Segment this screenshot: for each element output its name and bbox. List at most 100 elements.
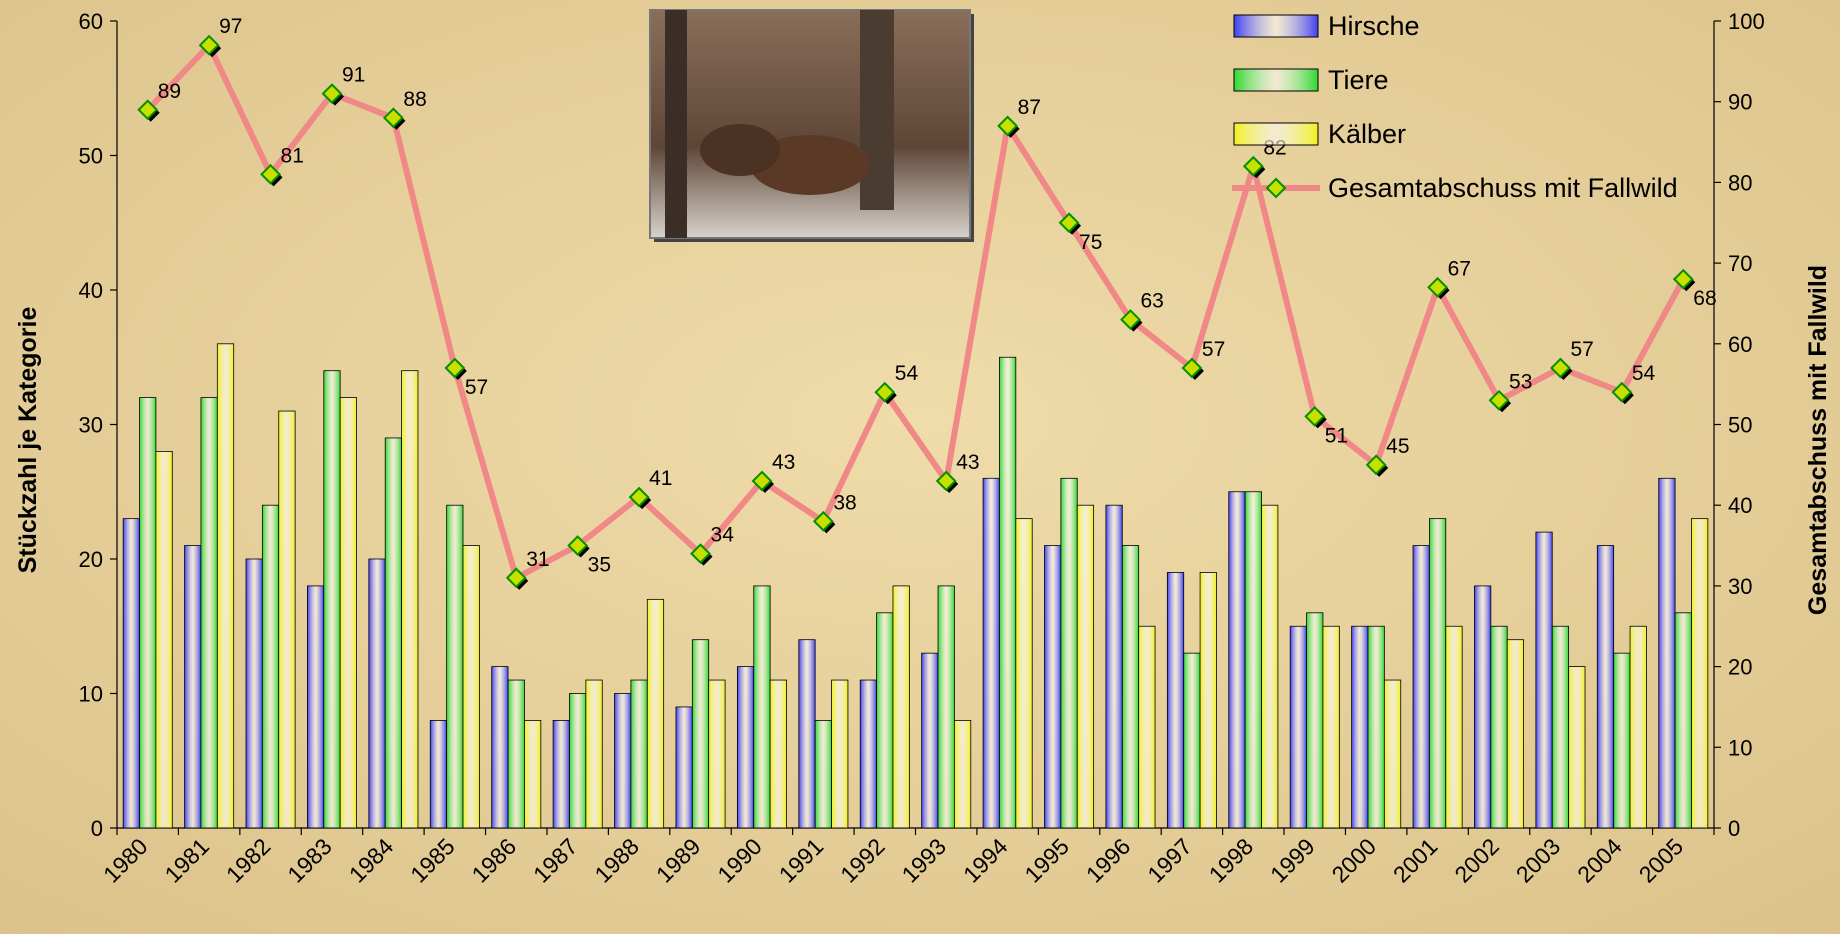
bar — [753, 585, 771, 829]
bar — [1076, 504, 1095, 829]
bar — [261, 504, 280, 829]
marker — [444, 357, 466, 379]
y2-tick-label: 60 — [1728, 332, 1752, 357]
legend-label: Gesamtabschuss mit Fallwild — [1328, 173, 1678, 203]
bar — [446, 504, 464, 829]
legend-label: Kälber — [1328, 119, 1406, 149]
y2-tick-label: 20 — [1728, 655, 1752, 680]
bar — [1166, 572, 1185, 829]
bar — [139, 397, 157, 829]
bar — [831, 679, 849, 829]
y2-tick-label: 80 — [1728, 170, 1752, 195]
bar — [122, 518, 140, 829]
legend-label: Hirsche — [1328, 11, 1420, 41]
bar — [1244, 491, 1262, 829]
marker — [751, 470, 773, 492]
marker — [567, 535, 589, 556]
bar — [769, 679, 787, 829]
bar — [1261, 504, 1279, 829]
bar — [937, 585, 955, 829]
bar — [1306, 612, 1324, 829]
bar — [999, 356, 1017, 829]
y-tick-label: 40 — [79, 278, 103, 303]
bar — [876, 612, 894, 829]
marker — [1427, 276, 1449, 298]
bar — [1490, 625, 1508, 829]
bar — [675, 706, 693, 829]
bar — [1383, 679, 1402, 829]
y-tick-label: 60 — [79, 9, 103, 34]
bar — [892, 585, 910, 829]
bar — [429, 720, 448, 829]
bar — [507, 679, 525, 829]
y2-tick-label: 70 — [1728, 251, 1752, 276]
data-label: 97 — [219, 15, 242, 38]
y-tick-label: 50 — [79, 144, 103, 169]
bar — [491, 666, 509, 829]
bar — [1367, 625, 1385, 829]
bar — [1105, 504, 1123, 829]
marker — [1488, 389, 1510, 411]
bar — [1445, 625, 1463, 829]
bar — [736, 666, 755, 829]
y2-tick-label: 40 — [1728, 493, 1752, 518]
legend-swatch — [1233, 68, 1319, 92]
marker — [260, 163, 281, 185]
bar — [184, 545, 202, 829]
bar — [585, 679, 603, 829]
marker — [812, 510, 834, 532]
data-label: 63 — [1140, 290, 1163, 313]
bar — [323, 370, 341, 829]
marker — [1672, 268, 1694, 290]
bar — [1183, 652, 1201, 829]
data-label: 43 — [772, 451, 795, 474]
data-label: 87 — [1018, 96, 1041, 119]
data-label: 51 — [1325, 424, 1348, 447]
bar — [1691, 518, 1709, 829]
bar — [524, 720, 542, 829]
bar — [1535, 531, 1553, 829]
marker — [874, 381, 896, 403]
bar — [1060, 477, 1078, 829]
legend-swatch — [1233, 122, 1319, 146]
data-label: 68 — [1693, 287, 1716, 310]
marker — [137, 99, 159, 121]
marker — [1058, 212, 1080, 234]
data-label: 35 — [588, 554, 611, 577]
data-label: 57 — [1570, 338, 1593, 361]
data-label: 38 — [833, 491, 856, 514]
bar — [1015, 518, 1033, 829]
y2-axis-title: Gesamtabschuss mit Fallwild — [1804, 265, 1832, 615]
bar — [1506, 639, 1524, 829]
marker — [1611, 381, 1633, 403]
data-label: 57 — [465, 376, 488, 399]
bar — [278, 410, 296, 829]
data-label: 91 — [342, 64, 365, 87]
bar — [1412, 545, 1430, 829]
legend-label: Tiere — [1328, 65, 1389, 95]
bar — [462, 545, 480, 829]
marker — [997, 115, 1019, 137]
bar — [368, 558, 386, 829]
y2-tick-label: 100 — [1728, 9, 1765, 34]
bar — [814, 720, 832, 829]
y-tick-label: 30 — [79, 413, 103, 438]
y2-tick-label: 10 — [1728, 735, 1752, 760]
y2-tick-label: 30 — [1728, 574, 1752, 599]
bar — [339, 397, 357, 829]
bar — [1138, 625, 1156, 829]
marker — [321, 83, 343, 105]
bar — [921, 652, 939, 829]
marker — [1181, 357, 1203, 379]
marker — [1550, 357, 1571, 379]
y2-tick-label: 50 — [1728, 413, 1752, 438]
bar — [1596, 545, 1615, 829]
bar — [982, 477, 1000, 829]
y2-tick-label: 0 — [1728, 816, 1740, 841]
marker — [690, 543, 711, 565]
bar — [954, 720, 972, 829]
data-label: 53 — [1509, 370, 1532, 393]
bar — [1674, 612, 1692, 829]
marker — [1120, 309, 1141, 331]
bar — [1199, 572, 1217, 829]
